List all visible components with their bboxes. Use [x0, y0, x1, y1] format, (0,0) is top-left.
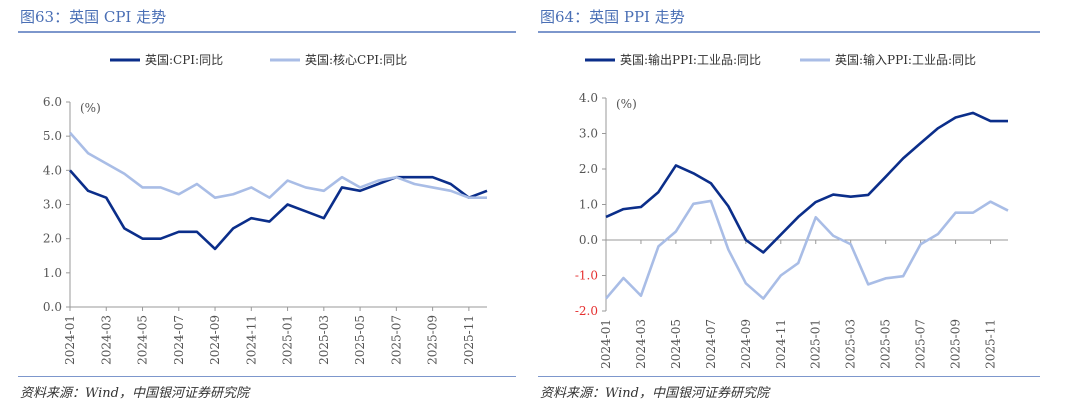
y-tick-label: 6.0	[43, 95, 62, 109]
y-tick-label: 4.0	[579, 91, 598, 105]
y-tick-label: 2.0	[43, 232, 62, 246]
x-tick-label: 2025-09	[949, 319, 963, 369]
x-tick-label: 2025-01	[809, 319, 823, 369]
legend-label: 英国:输入PPI:工业品:同比	[835, 52, 976, 67]
x-tick-label: 2024-01	[599, 319, 613, 369]
x-tick-label: 2025-05	[353, 315, 367, 365]
title-rule	[18, 31, 516, 33]
y-tick-label: 0.0	[579, 233, 598, 247]
x-tick-label: 2025-09	[426, 315, 440, 365]
footer-rule	[18, 376, 516, 377]
x-tick-label: 2025-01	[281, 315, 295, 365]
x-tick-label: 2025-07	[389, 315, 403, 365]
x-tick-label: 2024-05	[136, 315, 150, 365]
x-tick-label: 2024-01	[63, 315, 77, 365]
x-tick-label: 2025-03	[317, 315, 331, 365]
footer-rule	[538, 376, 1040, 377]
legend-label: 英国:CPI:同比	[145, 53, 223, 67]
series-line	[69, 169, 488, 251]
y-tick-label: 4.0	[43, 163, 62, 177]
x-tick-label: 2024-03	[99, 315, 113, 365]
ppi-chart: 英国:输出PPI:工业品:同比 英国:输入PPI:工业品:同比 -2.0 -1.0 0.…	[575, 52, 1009, 369]
x-tick-label: 2025-03	[844, 319, 858, 369]
legend-label: 英国:核心CPI:同比	[305, 53, 407, 67]
source-note: 资料来源：Wind，中国银河证券研究院	[540, 386, 769, 401]
y-tick-label: 1.0	[579, 198, 598, 212]
x-tick-label: 2025-11	[462, 315, 476, 365]
y-tick-label: 5.0	[43, 129, 62, 143]
y-tick-label: 3.0	[43, 198, 62, 212]
unit-label: (%)	[80, 101, 101, 115]
x-tick-label: 2024-07	[172, 315, 186, 365]
x-tick-label: 2024-11	[244, 315, 258, 365]
cpi-chart: 英国:CPI:同比 英国:核心CPI:同比 0.0 1.0 2.0 3.0 4.0 5.0 6.…	[43, 53, 488, 365]
chart-title-cpi: 图63：英国 CPI 走势	[20, 8, 167, 26]
x-tick-label: 2025-07	[914, 319, 928, 369]
series-line	[605, 199, 1009, 300]
x-tick-label: 2024-07	[704, 319, 718, 369]
x-tick-label: 2025-05	[879, 319, 893, 369]
x-tick-label: 2025-11	[984, 319, 998, 369]
legend-label: 英国:输出PPI:工业品:同比	[620, 52, 761, 67]
x-tick-label: 2024-11	[774, 319, 788, 369]
chart-title-ppi: 图64：英国 PPI 走势	[540, 8, 685, 26]
source-note: 资料来源：Wind，中国银河证券研究院	[20, 386, 249, 401]
title-rule	[538, 31, 1040, 33]
y-tick-label: 1.0	[43, 266, 62, 280]
series-line	[605, 111, 1008, 254]
unit-label: (%)	[616, 97, 637, 111]
x-tick-label: 2024-09	[739, 319, 753, 369]
y-tick-label: 2.0	[579, 162, 598, 176]
y-tick-label: -1.0	[575, 269, 598, 283]
y-tick-label: 0.0	[43, 300, 62, 314]
x-tick-label: 2024-03	[634, 319, 648, 369]
series-line	[69, 131, 487, 199]
x-tick-label: 2024-09	[208, 315, 222, 365]
x-tick-label: 2024-05	[669, 319, 683, 369]
y-tick-label: -2.0	[575, 304, 598, 318]
y-tick-label: 3.0	[579, 127, 598, 141]
